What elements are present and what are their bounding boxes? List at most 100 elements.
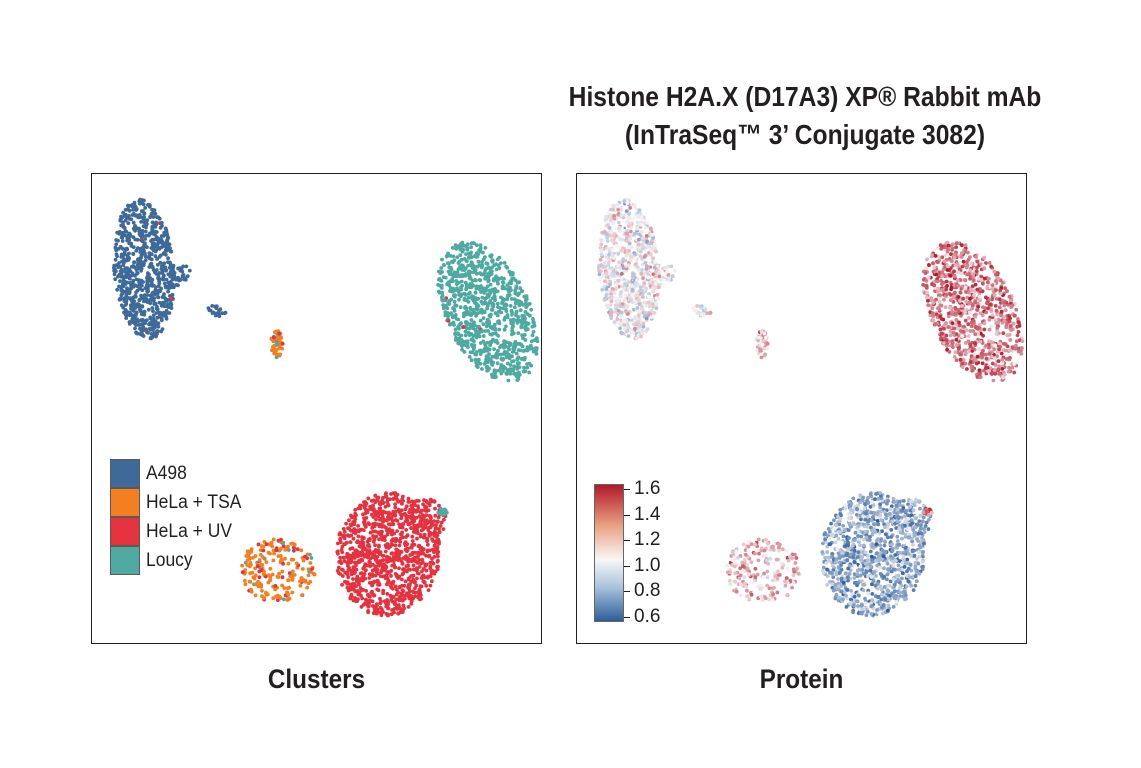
cluster-cell-point bbox=[344, 571, 348, 575]
cluster-cell-point bbox=[468, 350, 473, 355]
protein-cell-point bbox=[861, 588, 866, 593]
cluster-cell-point bbox=[163, 252, 168, 257]
cluster-cell-point bbox=[379, 535, 384, 540]
cluster-cell-point bbox=[415, 576, 419, 581]
cluster-cell-point bbox=[154, 230, 159, 234]
cluster-cell-point bbox=[521, 369, 526, 374]
cluster-cell-point bbox=[371, 593, 376, 598]
cluster-cell-point bbox=[367, 581, 372, 585]
cluster-cell-point bbox=[362, 503, 367, 508]
cluster-cell-point bbox=[353, 530, 358, 534]
cluster-cell-point bbox=[120, 235, 124, 240]
cluster-cell-point bbox=[404, 535, 409, 539]
cluster-cell-point bbox=[134, 310, 139, 315]
cluster-cell-point bbox=[509, 279, 513, 283]
cluster-cell-point bbox=[397, 522, 401, 527]
protein-cell-point bbox=[914, 579, 919, 584]
cluster-cell-point bbox=[253, 573, 258, 578]
cluster-cell-point bbox=[134, 213, 139, 218]
cluster-cell-point bbox=[488, 314, 493, 319]
protein-cell-point bbox=[762, 338, 767, 343]
cluster-cell-point bbox=[283, 548, 288, 552]
protein-cell-point bbox=[882, 543, 887, 548]
clusters-plot-panel: A498 HeLa + TSA HeLa + UV Loucy bbox=[91, 173, 542, 644]
protein-cell-point bbox=[891, 605, 896, 609]
protein-cell-point bbox=[848, 552, 853, 557]
protein-cell-point bbox=[652, 265, 657, 270]
cluster-cell-point bbox=[385, 598, 389, 602]
protein-cell-point bbox=[654, 306, 659, 310]
protein-cell-point bbox=[888, 579, 893, 584]
protein-cell-point bbox=[604, 287, 609, 291]
cluster-cell-point bbox=[436, 554, 440, 559]
protein-cell-point bbox=[610, 271, 614, 276]
protein-cell-point bbox=[738, 566, 743, 571]
cluster-cell-point bbox=[466, 345, 470, 349]
cluster-cell-point bbox=[444, 510, 449, 515]
cluster-cell-point bbox=[394, 518, 398, 522]
cluster-cell-point bbox=[512, 364, 517, 369]
protein-cell-point bbox=[619, 322, 623, 327]
protein-cell-point bbox=[885, 577, 889, 582]
cluster-cell-point bbox=[169, 301, 173, 305]
protein-cell-point bbox=[891, 577, 896, 582]
cluster-cell-point bbox=[119, 214, 123, 219]
cluster-cell-point bbox=[396, 611, 400, 616]
cluster-cell-point bbox=[426, 588, 431, 592]
protein-cell-point bbox=[856, 593, 861, 598]
cluster-cell-point bbox=[403, 507, 408, 512]
protein-cell-point bbox=[775, 576, 780, 581]
protein-cell-point bbox=[892, 589, 897, 594]
cluster-cell-point bbox=[406, 577, 411, 582]
cluster-cell-point bbox=[164, 315, 169, 320]
cluster-cell-point bbox=[278, 352, 283, 357]
cluster-cell-point bbox=[511, 367, 516, 372]
protein-cell-point bbox=[900, 576, 904, 581]
protein-cell-point bbox=[861, 522, 865, 527]
cluster-cell-point bbox=[149, 336, 154, 341]
protein-cell-point bbox=[749, 560, 754, 564]
cluster-cell-point bbox=[494, 351, 499, 356]
cluster-cell-point bbox=[476, 296, 481, 301]
cluster-cell-point bbox=[471, 270, 476, 275]
cluster-cell-point bbox=[461, 325, 466, 329]
cluster-cell-point bbox=[133, 304, 138, 308]
protein-cell-point bbox=[851, 555, 855, 560]
cluster-cell-point bbox=[156, 295, 160, 299]
protein-cell-point bbox=[861, 514, 866, 519]
cluster-cell-point bbox=[522, 333, 527, 337]
protein-cell-point bbox=[835, 546, 840, 551]
cluster-cell-point bbox=[131, 320, 136, 325]
protein-cell-point bbox=[879, 592, 884, 597]
protein-cell-point bbox=[826, 555, 831, 560]
cluster-cell-point bbox=[442, 517, 446, 522]
cluster-cell-point bbox=[504, 324, 508, 329]
protein-cell-point bbox=[850, 543, 855, 548]
protein-cell-point bbox=[651, 286, 656, 290]
protein-cell-point bbox=[834, 557, 839, 561]
cluster-cell-point bbox=[502, 317, 507, 322]
cluster-cell-point bbox=[486, 329, 491, 333]
protein-cell-point bbox=[776, 569, 780, 574]
cluster-cell-point bbox=[440, 257, 444, 262]
protein-cell-point bbox=[908, 562, 913, 567]
cluster-cell-point bbox=[481, 272, 486, 276]
cluster-cell-point bbox=[495, 361, 500, 366]
cluster-cell-point bbox=[268, 566, 273, 571]
cluster-cell-point bbox=[140, 239, 145, 244]
protein-cell-point bbox=[855, 604, 860, 608]
protein-cell-point bbox=[773, 574, 778, 579]
protein-cell-point bbox=[891, 496, 896, 501]
cluster-cell-point bbox=[424, 583, 429, 588]
protein-cell-point bbox=[776, 545, 781, 550]
cluster-cell-point bbox=[485, 368, 490, 373]
protein-cell-point bbox=[796, 571, 801, 576]
cluster-cell-point bbox=[114, 263, 119, 268]
cluster-cell-point bbox=[512, 297, 517, 302]
cluster-cell-point bbox=[118, 279, 122, 284]
protein-cell-point bbox=[856, 524, 861, 528]
protein-cell-point bbox=[874, 542, 879, 546]
cluster-cell-point bbox=[388, 497, 392, 501]
cluster-cell-point bbox=[380, 514, 385, 519]
protein-cell-point bbox=[829, 571, 833, 575]
